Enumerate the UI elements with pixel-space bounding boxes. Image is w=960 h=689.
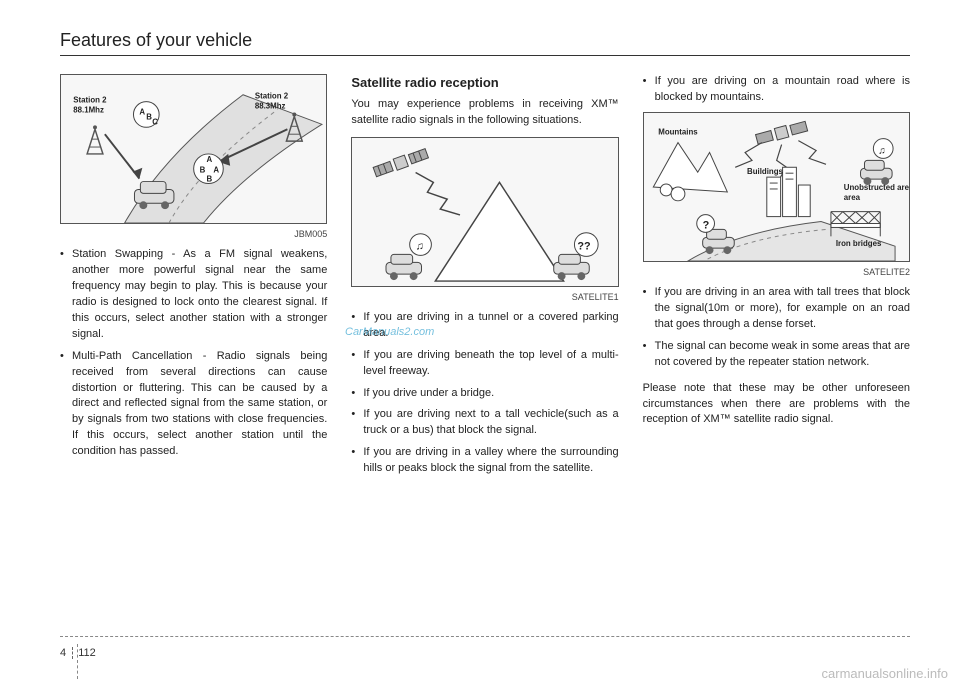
col2-heading: Satellite radio reception xyxy=(351,74,618,93)
figure-caption-2: SATELITE1 xyxy=(351,291,618,304)
column-2: Satellite radio reception You may experi… xyxy=(351,74,618,483)
watermark-carmanuals2: CarManuals2.com xyxy=(345,326,434,338)
col1-bullets: Station Swapping - As a FM signal weaken… xyxy=(60,247,327,460)
svg-text:A: A xyxy=(213,166,219,175)
svg-text:88.3Mhz: 88.3Mhz xyxy=(255,102,286,111)
figure-satellite2: Mountains xyxy=(643,112,910,262)
svg-text:area: area xyxy=(843,193,860,202)
col3-top-bullets: If you are driving on a mountain road wh… xyxy=(643,74,910,106)
list-item: If you are driving beneath the top level… xyxy=(351,348,618,380)
list-item: If you are driving in an area with tall … xyxy=(643,285,910,333)
page-number: 112 xyxy=(78,647,96,659)
svg-text:A: A xyxy=(206,155,212,164)
svg-text:Mountains: Mountains xyxy=(658,128,698,137)
col3-bullets: If you are driving in an area with tall … xyxy=(643,285,910,371)
svg-text:C: C xyxy=(152,117,158,126)
column-1: A B C A B A B Station 2 88.1Mhz Station … xyxy=(60,74,327,483)
list-item: Multi-Path Cancellation - Radio signals … xyxy=(60,349,327,461)
svg-text:B: B xyxy=(206,175,212,184)
page-footer: 4 112 xyxy=(60,647,96,659)
list-item: If you are driving in a valley where the… xyxy=(351,445,618,477)
list-item: If you are driving on a mountain road wh… xyxy=(643,74,910,106)
figure-station-swapping: A B C A B A B Station 2 88.1Mhz Station … xyxy=(60,74,327,224)
figure-caption-1: JBM005 xyxy=(60,228,327,241)
watermark-carmanualsonline: carmanualsonline.info xyxy=(822,666,948,681)
svg-text:♫: ♫ xyxy=(878,145,885,156)
svg-text:Iron bridges: Iron bridges xyxy=(836,239,882,248)
svg-text:A: A xyxy=(139,107,145,116)
list-item: The signal can become weak in some areas… xyxy=(643,339,910,371)
list-item: If you drive under a bridge. xyxy=(351,386,618,402)
header-rule xyxy=(60,55,910,56)
svg-text:Station 2: Station 2 xyxy=(73,96,107,105)
svg-text:88.1Mhz: 88.1Mhz xyxy=(73,105,104,114)
figure-satellite1: ♫ ?? xyxy=(351,137,618,287)
svg-text:??: ?? xyxy=(578,240,591,252)
col3-closing: Please note that these may be other unfo… xyxy=(643,381,910,429)
list-item: If you are driving next to a tall vechic… xyxy=(351,407,618,439)
svg-text:Unobstructed area: Unobstructed area xyxy=(843,183,909,192)
header-title: Features of your vehicle xyxy=(60,30,910,55)
col2-intro: You may experience problems in receiving… xyxy=(351,97,618,129)
svg-text:B: B xyxy=(200,166,206,175)
content-columns: A B C A B A B Station 2 88.1Mhz Station … xyxy=(60,74,910,483)
svg-text:♫: ♫ xyxy=(416,240,424,252)
svg-text:Buildings: Buildings xyxy=(747,167,783,176)
column-3: If you are driving on a mountain road wh… xyxy=(643,74,910,483)
list-item: Station Swapping - As a FM signal weaken… xyxy=(60,247,327,343)
svg-text:Station 2: Station 2 xyxy=(255,92,289,101)
footer-rule xyxy=(60,636,910,637)
section-number: 4 xyxy=(60,647,73,659)
svg-text:?: ? xyxy=(702,219,709,231)
figure-caption-3: SATELITE2 xyxy=(643,266,910,279)
